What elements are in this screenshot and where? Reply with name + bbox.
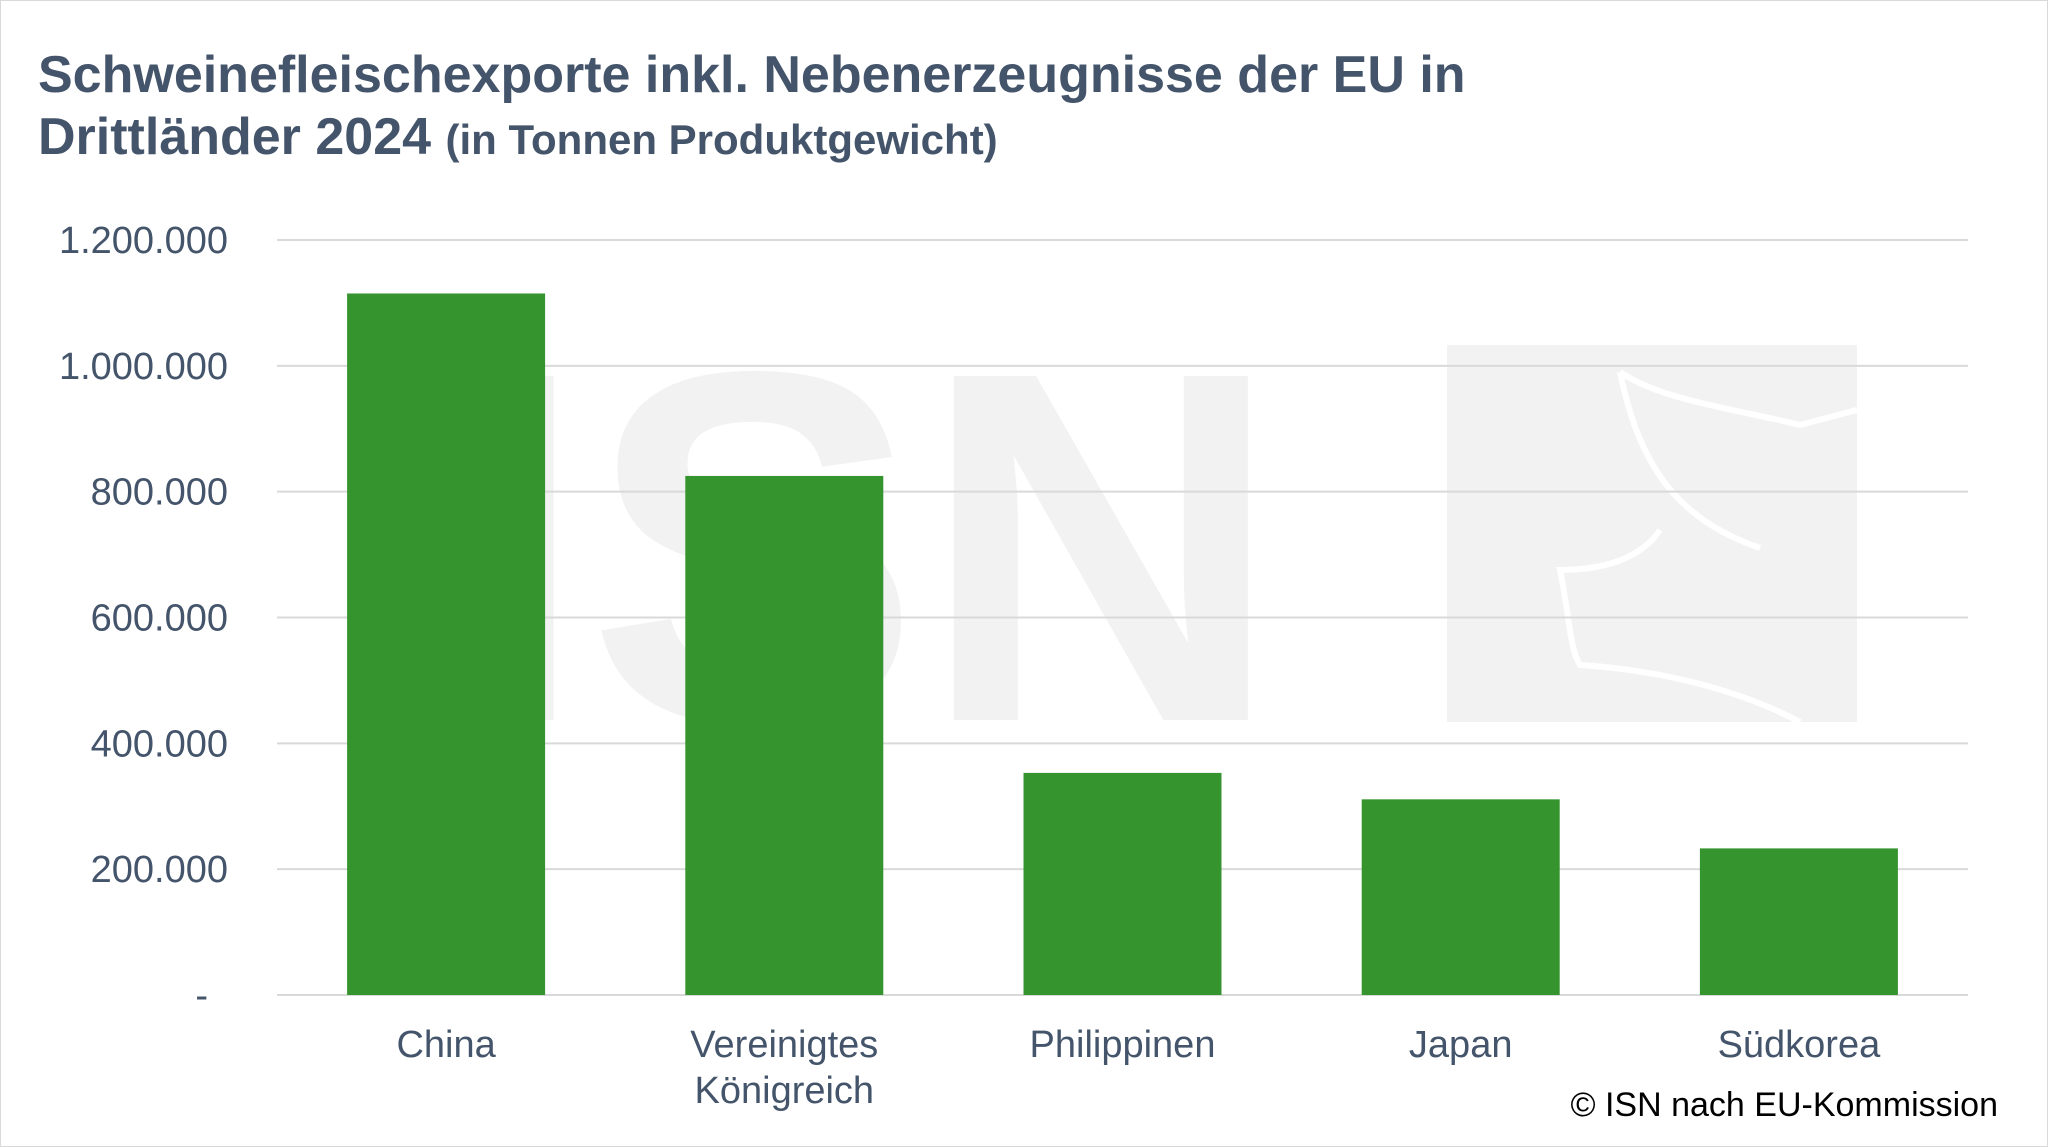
watermark-logo: ISN <box>448 267 1858 826</box>
bar <box>1699 848 1898 995</box>
x-category-label-line: Südkorea <box>1718 1024 1882 1066</box>
title-subtitle: (in Tonnen Produktgewicht) <box>445 116 998 163</box>
y-tick-label: 1.000.000 <box>59 346 228 388</box>
y-tick-label: 800.000 <box>91 472 228 514</box>
y-tick-label: 600.000 <box>91 598 228 640</box>
y-tick-label: 400.000 <box>91 723 228 765</box>
bar <box>685 475 884 995</box>
x-category-label: Japan <box>1409 1024 1513 1066</box>
x-category-label: Philippinen <box>1030 1024 1216 1066</box>
title-main: Schweinefleischexporte inkl. Nebenerzeug… <box>38 46 1466 166</box>
x-category-label-line: China <box>396 1024 496 1066</box>
y-tick-label: - <box>195 975 208 1017</box>
source-credit: © ISN nach EU-Kommission <box>1570 1086 1998 1124</box>
watermark-flag-outline <box>1556 369 1858 725</box>
watermark-flag-icon <box>1447 345 1857 722</box>
y-tick-label: 1.200.000 <box>59 220 228 262</box>
x-category-label-line: Japan <box>1409 1024 1513 1066</box>
bar <box>1023 772 1222 995</box>
chart-title: Schweinefleischexporte inkl. Nebenerzeug… <box>38 44 1738 171</box>
bar <box>1361 799 1560 995</box>
x-category-label: China <box>396 1024 496 1066</box>
x-category-label-line: Vereinigtes <box>690 1024 878 1066</box>
x-category-label: Vereinigtes Königreich <box>690 1024 878 1112</box>
x-category-label-line: Königreich <box>695 1070 875 1112</box>
bar <box>347 293 546 996</box>
x-category-label-line: Philippinen <box>1030 1024 1216 1066</box>
x-category-label: Südkorea <box>1718 1024 1882 1066</box>
y-tick-label: 200.000 <box>91 849 228 891</box>
